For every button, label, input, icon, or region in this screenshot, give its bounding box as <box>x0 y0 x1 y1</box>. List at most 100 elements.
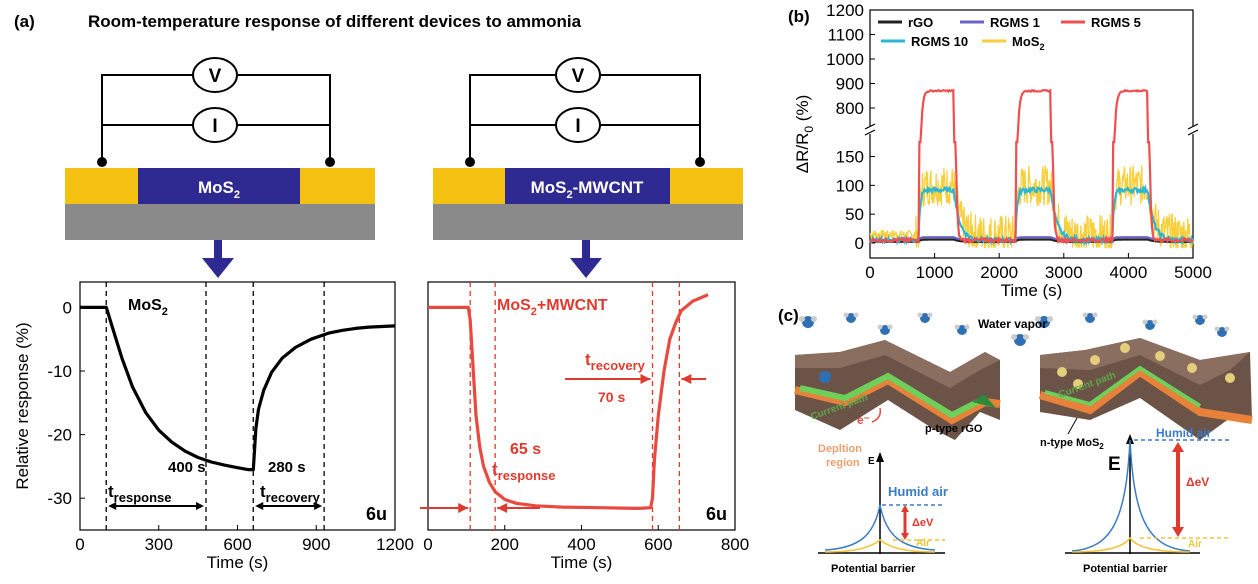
arrowhead <box>108 502 117 510</box>
x-tick-label: 400 <box>567 535 595 554</box>
series-line-rgms-5 <box>869 88 1194 246</box>
series-line-mos2 <box>869 165 1194 249</box>
x-tick-label: 800 <box>721 535 749 554</box>
arrowhead <box>314 502 323 510</box>
recovery-time-label: 70 s <box>598 389 625 405</box>
p-type-label: p-type rGO <box>925 423 983 435</box>
ammeter-label: I <box>212 116 217 137</box>
x-tick-label: 300 <box>145 535 173 554</box>
legend-label: rGO <box>908 15 933 30</box>
delta-ev-label: ΔeV <box>1186 475 1209 489</box>
response-time-label: 65 s <box>510 441 541 458</box>
water-molecules <box>799 312 1230 346</box>
series-line <box>80 305 396 472</box>
voltmeter-icon <box>555 57 601 93</box>
panel-a-title: Room-temperature response of different d… <box>88 12 582 31</box>
y-tick-label: 0 <box>63 298 72 317</box>
voltmeter-label: V <box>209 66 222 87</box>
arrowhead <box>640 374 651 384</box>
film-label: MoS2-MWCNT <box>531 178 644 201</box>
legend-label: RGMS 5 <box>1091 15 1141 30</box>
substrate <box>65 204 375 240</box>
ammeter-icon <box>555 107 601 143</box>
sample-label: MoS2 <box>128 297 168 318</box>
y-tick-label: 100 <box>836 176 864 195</box>
recovery-time-label: 280 s <box>268 459 306 476</box>
arrowhead <box>196 502 204 510</box>
humid-air-label: Humid air <box>1156 426 1212 440</box>
panel-c-label: (c) <box>778 306 799 325</box>
voltmeter-icon <box>192 57 238 93</box>
potential-barrier-label: Potential barrier <box>1083 563 1168 575</box>
response-symbol: tresponse <box>108 482 171 505</box>
legend-label: MoS2 <box>1012 34 1044 52</box>
y-tick-label: 800 <box>836 99 864 118</box>
barrier-left <box>818 452 945 554</box>
x-axis-label: Time (s) <box>1001 281 1063 300</box>
x-tick-label: 5000 <box>1174 263 1212 282</box>
y-tick-label: 150 <box>836 148 864 167</box>
arrowhead <box>497 503 508 513</box>
x-tick-label: 3000 <box>1045 263 1083 282</box>
x-tick-label: 1200 <box>376 535 414 554</box>
y-tick-label: 50 <box>845 205 864 224</box>
x-tick-label: 1000 <box>916 263 954 282</box>
arrowhead <box>458 503 469 513</box>
series-line-rgms-10 <box>868 183 1194 247</box>
axis-break-mask <box>864 126 876 134</box>
chart-mos2: 0 300 600 900 1200 0 -10 -20 -30 Time (s) Relative… <box>13 281 414 572</box>
y-axis-label: ΔR/R0 (%) <box>793 95 816 174</box>
humid-air-label: Humid air <box>888 484 948 499</box>
potential-barrier-label: Potential barrier <box>831 563 916 575</box>
energy-axis-label: E <box>868 456 875 467</box>
axis-break-mask <box>1187 126 1199 134</box>
y-tick-label: 900 <box>836 75 864 94</box>
panel-a-label: (a) <box>14 12 35 31</box>
circuit-left: V I MoS2 <box>65 57 375 278</box>
x-tick-label: 600 <box>644 535 672 554</box>
arrowhead <box>681 374 692 384</box>
recovery-symbol: trecovery <box>260 482 321 505</box>
terrain-left <box>794 340 1001 440</box>
voltmeter-label: V <box>572 66 585 87</box>
legend-label: RGMS 1 <box>990 15 1040 30</box>
chart-mos2-mwcnt: 0 200 400 600 800 Time (s) MoS2+MWCNT 6u 65 s tre… <box>420 281 749 572</box>
legend-label: RGMS 10 <box>911 34 968 49</box>
y-axis-label: Relative response (%) <box>13 322 32 489</box>
air-label: Air <box>1188 539 1202 550</box>
x-tick-label: 0 <box>423 535 432 554</box>
y-tick-label: 0 <box>855 234 864 253</box>
chart-panel-b: 0 1000 2000 3000 4000 5000 800 900 1000 1100 1200 0… <box>793 1 1212 300</box>
y-tick-label: 1200 <box>826 1 864 20</box>
arrow-down-icon <box>570 240 602 278</box>
depletion-label-2: region <box>826 457 860 469</box>
electron-label: e⁻ <box>857 413 870 427</box>
terrain-right <box>1038 338 1253 440</box>
energy-axis-label: E <box>1108 454 1121 475</box>
film-label: MoS2 <box>198 178 240 201</box>
y-tick-label: 1000 <box>826 50 864 69</box>
circuit-right: V I MoS2-MWCNT <box>433 57 743 278</box>
y-tick-label: -10 <box>47 362 72 381</box>
x-tick-label: 0 <box>865 263 874 282</box>
ammeter-icon <box>192 107 238 143</box>
series-line <box>428 293 709 510</box>
x-tick-label: 0 <box>75 535 84 554</box>
y-tick-label: 1100 <box>827 26 864 45</box>
water-vapor-label: Water vapor <box>978 317 1047 331</box>
sample-label: MoS2+MWCNT <box>497 297 608 318</box>
panel-b-label: (b) <box>788 7 810 26</box>
air-label: Air <box>916 538 930 549</box>
axis-break-mark <box>864 123 876 130</box>
arrowhead <box>255 502 264 510</box>
corner-label: 6u <box>706 504 727 524</box>
depletion-label-1: Depltion <box>818 443 862 455</box>
x-tick-label: 900 <box>302 535 330 554</box>
sensing-film <box>138 168 300 204</box>
substrate <box>433 204 743 240</box>
x-tick-label: 200 <box>491 535 519 554</box>
recovery-symbol: trecovery <box>585 350 646 373</box>
x-axis-label: Time (s) <box>551 553 613 572</box>
axis-break-mark <box>864 129 876 136</box>
